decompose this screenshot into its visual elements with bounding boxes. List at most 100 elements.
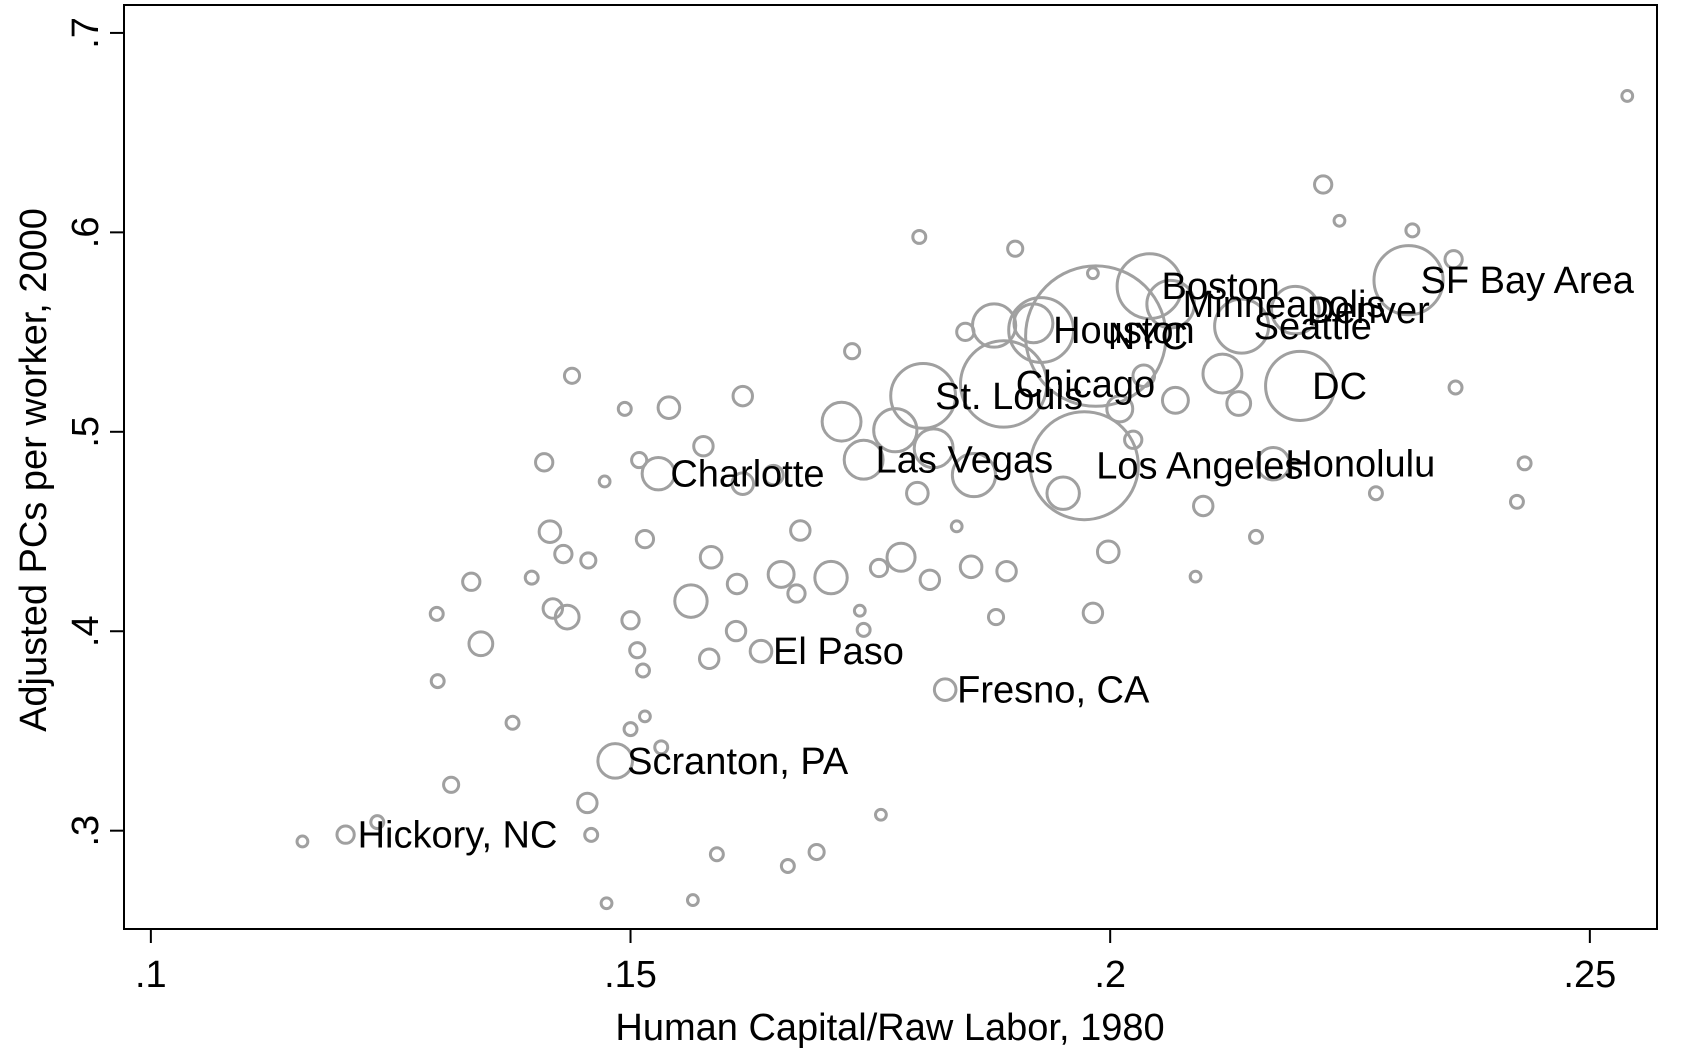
bubble <box>553 543 574 565</box>
bubble <box>1105 394 1135 424</box>
point-label: NYC <box>1108 316 1188 358</box>
point-label: Denver <box>1307 290 1430 332</box>
x-tick-label: .2 <box>1094 954 1126 996</box>
point-label: Los Angeles <box>1096 446 1303 488</box>
bubble <box>889 362 958 430</box>
point-label: Boston <box>1162 266 1280 308</box>
bubble <box>698 544 724 570</box>
bubble <box>872 407 919 454</box>
bubble <box>959 339 1049 429</box>
bubble <box>842 438 885 481</box>
bubble <box>852 603 867 618</box>
point-label: DC <box>1312 366 1367 408</box>
bubble <box>597 474 612 489</box>
bubble <box>553 603 581 631</box>
bubble <box>616 400 633 417</box>
bubble <box>673 583 709 619</box>
bubble <box>789 519 812 542</box>
bubble <box>950 451 998 499</box>
bubble <box>335 824 356 845</box>
bubble <box>1131 363 1157 389</box>
bubble <box>762 463 785 487</box>
bubble <box>635 662 651 679</box>
bubble <box>583 826 600 843</box>
bubble <box>731 384 754 408</box>
bubble <box>1313 174 1334 195</box>
bubble <box>1516 455 1533 472</box>
bubble <box>697 647 721 670</box>
bubble <box>1115 252 1184 321</box>
bubble <box>640 455 677 492</box>
bubble <box>748 638 774 664</box>
bubble <box>855 621 872 638</box>
bubble <box>620 610 641 631</box>
bubble <box>1264 349 1337 422</box>
bubble <box>725 572 749 596</box>
x-tick-label: .15 <box>604 954 657 996</box>
bubble <box>534 452 555 473</box>
bubble <box>1332 213 1347 228</box>
bubble <box>634 528 656 550</box>
bubble <box>622 721 639 738</box>
x-axis-title: Human Capital/Raw Labor, 1980 <box>615 1007 1164 1049</box>
y-tick-label: .6 <box>65 217 107 249</box>
bubble <box>630 451 649 470</box>
bubble <box>708 846 725 863</box>
bubble <box>1443 249 1464 270</box>
bubble <box>820 400 863 443</box>
bubble <box>1201 352 1244 395</box>
bubble <box>1213 297 1271 355</box>
bubble <box>1508 493 1525 510</box>
bubble <box>1045 475 1081 511</box>
bubble <box>885 541 917 573</box>
bubble <box>656 395 682 420</box>
point-label: Las Vegas <box>876 440 1053 482</box>
bubble <box>562 366 582 385</box>
point-label: SF Bay Area <box>1421 260 1635 302</box>
y-tick-label: .4 <box>65 615 107 647</box>
bubble <box>730 471 756 496</box>
bubble <box>369 814 386 831</box>
bubble <box>541 597 565 620</box>
bubble <box>1012 302 1055 345</box>
bubble <box>1367 485 1384 502</box>
bubble <box>692 434 715 458</box>
bubble <box>779 857 796 874</box>
bubble <box>653 739 670 756</box>
point-label: Hickory, NC <box>358 815 558 857</box>
bubble <box>1192 494 1215 518</box>
bubble <box>932 677 958 702</box>
bubble <box>576 791 599 815</box>
point-label: St. Louis <box>935 376 1083 418</box>
bubble <box>442 775 461 794</box>
point-label: Charlotte <box>670 454 824 496</box>
bubble <box>579 551 598 570</box>
bubble <box>1006 239 1025 258</box>
bubble <box>766 559 796 589</box>
bubble <box>467 630 495 658</box>
x-tick-label: .1 <box>135 954 167 996</box>
bubble <box>1620 89 1635 103</box>
bubble <box>786 583 807 604</box>
bubble <box>1404 222 1421 239</box>
bubble <box>1007 296 1076 364</box>
x-tick-label: .25 <box>1563 954 1616 996</box>
point-label: Houston <box>1053 310 1195 352</box>
bubble <box>628 641 647 660</box>
bubble <box>843 342 862 361</box>
bubble <box>461 571 482 592</box>
bubble <box>918 568 942 592</box>
bubble <box>599 896 614 911</box>
bubble <box>1123 429 1144 450</box>
y-tick-label: .3 <box>65 815 107 847</box>
bubble <box>685 893 700 907</box>
bubble <box>1255 446 1291 482</box>
bubble <box>295 834 310 849</box>
bubble <box>949 519 964 534</box>
bubble <box>1145 278 1196 330</box>
bubble <box>911 228 928 245</box>
bubble <box>971 302 1018 349</box>
bubble <box>905 480 930 506</box>
point-label: Scranton, PA <box>627 741 849 783</box>
